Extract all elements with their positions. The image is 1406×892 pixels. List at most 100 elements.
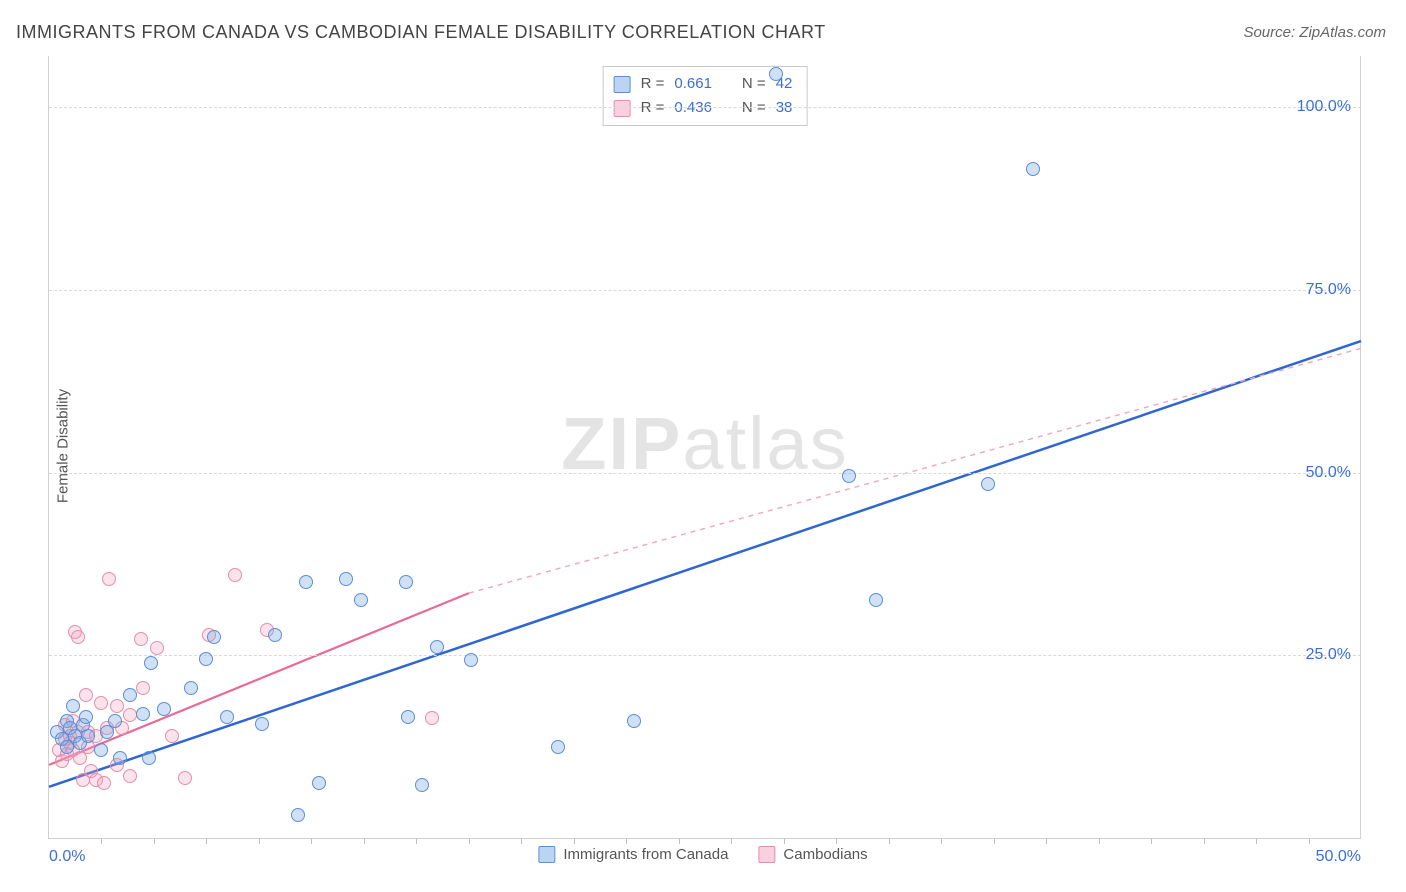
data-point <box>123 708 137 722</box>
x-tick-minor <box>154 838 155 844</box>
x-tick-minor <box>259 838 260 844</box>
data-point <box>110 699 124 713</box>
data-point <box>94 743 108 757</box>
x-tick-minor <box>1046 838 1047 844</box>
data-point <box>291 808 305 822</box>
data-point <box>415 778 429 792</box>
swatch-canada <box>538 846 555 863</box>
x-tick-minor <box>521 838 522 844</box>
x-tick-label: 50.0% <box>1316 848 1361 866</box>
data-point <box>464 653 478 667</box>
swatch-cambodian <box>758 846 775 863</box>
x-tick-minor <box>836 838 837 844</box>
data-point <box>108 714 122 728</box>
data-point <box>399 575 413 589</box>
data-point <box>354 593 368 607</box>
x-tick-minor <box>889 838 890 844</box>
data-point <box>339 572 353 586</box>
x-tick-minor <box>1099 838 1100 844</box>
data-point <box>255 717 269 731</box>
legend-label-cambodian: Cambodians <box>783 846 867 863</box>
x-tick-minor <box>679 838 680 844</box>
data-point <box>299 575 313 589</box>
data-point <box>842 469 856 483</box>
x-tick-minor <box>1256 838 1257 844</box>
data-point <box>425 711 439 725</box>
legend-row-canada: R = 0.661 N = 42 <box>614 73 793 95</box>
x-tick-minor <box>941 838 942 844</box>
source-attribution: Source: ZipAtlas.com <box>1243 24 1386 41</box>
gridline <box>49 290 1361 291</box>
data-point <box>123 769 137 783</box>
data-point <box>769 67 783 81</box>
data-point <box>207 630 221 644</box>
x-tick-minor <box>416 838 417 844</box>
plot-area: ZIPatlas R = 0.661 N = 42 R = 0.436 N = … <box>48 56 1361 839</box>
x-tick-minor <box>994 838 995 844</box>
x-tick-minor <box>101 838 102 844</box>
data-point <box>136 707 150 721</box>
x-tick-minor <box>1204 838 1205 844</box>
data-point <box>199 652 213 666</box>
data-point <box>178 771 192 785</box>
data-point <box>312 776 326 790</box>
trendlines-layer <box>49 56 1361 838</box>
data-point <box>184 681 198 695</box>
x-tick-minor <box>469 838 470 844</box>
data-point <box>401 710 415 724</box>
x-tick-minor <box>1309 838 1310 844</box>
trendline <box>469 348 1361 593</box>
x-tick-minor <box>574 838 575 844</box>
legend-series: Immigrants from Canada Cambodians <box>538 846 867 863</box>
gridline <box>49 473 1361 474</box>
data-point <box>123 688 137 702</box>
gridline <box>49 107 1361 108</box>
data-point <box>869 593 883 607</box>
data-point <box>157 702 171 716</box>
x-tick-label: 0.0% <box>49 848 85 866</box>
x-tick-minor <box>731 838 732 844</box>
x-tick-minor <box>206 838 207 844</box>
data-point <box>228 568 242 582</box>
data-point <box>79 710 93 724</box>
y-tick-label: 50.0% <box>1306 464 1351 482</box>
swatch-canada <box>614 76 631 93</box>
y-tick-label: 75.0% <box>1306 281 1351 299</box>
data-point <box>66 699 80 713</box>
chart-stage: IMMIGRANTS FROM CANADA VS CAMBODIAN FEMA… <box>0 0 1406 892</box>
data-point <box>144 656 158 670</box>
data-point <box>79 688 93 702</box>
data-point <box>220 710 234 724</box>
legend-item-canada: Immigrants from Canada <box>538 846 728 863</box>
n-label: N = <box>742 73 766 95</box>
data-point <box>94 696 108 710</box>
data-point <box>981 477 995 491</box>
x-tick-minor <box>626 838 627 844</box>
legend-label-canada: Immigrants from Canada <box>563 846 728 863</box>
data-point <box>165 729 179 743</box>
x-tick-minor <box>364 838 365 844</box>
data-point <box>102 572 116 586</box>
x-tick-minor <box>1151 838 1152 844</box>
data-point <box>81 729 95 743</box>
data-point <box>150 641 164 655</box>
data-point <box>136 681 150 695</box>
gridline <box>49 655 1361 656</box>
data-point <box>71 630 85 644</box>
data-point <box>627 714 641 728</box>
data-point <box>134 632 148 646</box>
data-point <box>268 628 282 642</box>
x-tick-minor <box>311 838 312 844</box>
data-point <box>113 751 127 765</box>
trendline <box>49 341 1361 787</box>
trendline <box>49 593 469 765</box>
data-point <box>142 751 156 765</box>
data-point <box>551 740 565 754</box>
data-point <box>97 776 111 790</box>
chart-title: IMMIGRANTS FROM CANADA VS CAMBODIAN FEMA… <box>16 22 826 43</box>
data-point <box>1026 162 1040 176</box>
legend-item-cambodian: Cambodians <box>758 846 867 863</box>
y-tick-label: 25.0% <box>1306 646 1351 664</box>
r-value-canada: 0.661 <box>674 73 712 95</box>
x-tick-minor <box>784 838 785 844</box>
